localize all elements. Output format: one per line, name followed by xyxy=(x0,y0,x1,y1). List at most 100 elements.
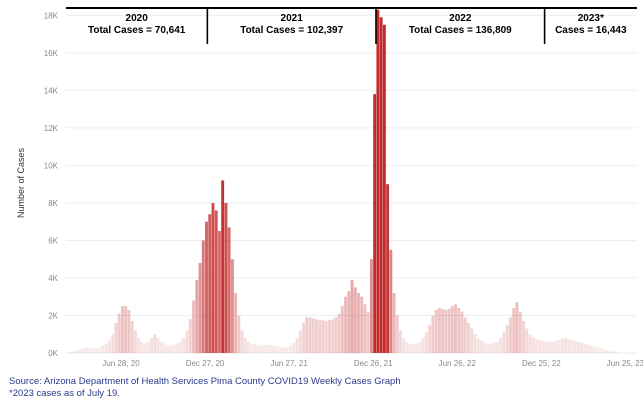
week-bar xyxy=(609,350,613,353)
week-bar xyxy=(363,304,367,353)
week-bar xyxy=(554,340,558,353)
x-axis-tick-labels: Jun 28, 20 Dec 27, 20 Jun 27, 21 Dec 26, 21… xyxy=(102,359,643,368)
week-bar xyxy=(502,332,506,353)
week-bar xyxy=(470,328,474,353)
week-bar xyxy=(318,320,322,353)
week-bar xyxy=(227,227,231,353)
week-bar xyxy=(463,317,467,353)
week-bar xyxy=(82,348,86,353)
week-bar xyxy=(130,321,134,353)
week-bar xyxy=(376,9,380,353)
week-bar xyxy=(492,342,496,353)
week-bar xyxy=(315,319,318,353)
week-bar xyxy=(150,337,153,353)
week-bar xyxy=(437,307,441,353)
week-bar xyxy=(489,343,493,353)
week-bar xyxy=(334,317,338,353)
week-bar xyxy=(104,343,108,353)
weekly-case-bars xyxy=(69,9,619,353)
week-bar xyxy=(353,287,357,353)
week-bar xyxy=(551,341,554,353)
footnote-2023: *2023 cases as of July 19. xyxy=(9,388,120,399)
week-bar xyxy=(596,347,600,353)
panel-total: Total Cases = 70,641 xyxy=(88,25,186,36)
week-bar xyxy=(91,348,95,353)
week-bar xyxy=(457,307,461,353)
week-bar xyxy=(547,341,551,353)
week-bar xyxy=(169,345,173,353)
week-bar xyxy=(250,343,254,353)
week-bar xyxy=(331,319,335,353)
week-bar xyxy=(295,337,299,353)
week-bar xyxy=(221,180,225,353)
x-tick-label: Jun 26, 22 xyxy=(439,359,477,368)
week-bar xyxy=(612,351,616,353)
week-bar xyxy=(424,332,428,353)
week-bar xyxy=(156,337,160,353)
week-bar xyxy=(402,337,406,353)
panel-total: Total Cases = 136,809 xyxy=(409,25,512,36)
week-bar xyxy=(188,319,192,353)
week-bar xyxy=(292,342,296,353)
week-bar xyxy=(505,324,509,353)
week-bar xyxy=(473,334,477,353)
week-bar xyxy=(279,347,283,353)
week-bar xyxy=(269,345,273,353)
week-bar xyxy=(69,352,73,353)
week-bar xyxy=(382,24,386,353)
week-bar xyxy=(408,343,412,353)
y-tick-label: 8K xyxy=(48,199,58,208)
week-bar xyxy=(289,345,293,353)
panel-year: 2020 xyxy=(126,13,149,24)
week-bar xyxy=(405,341,409,353)
week-bar xyxy=(589,345,593,353)
week-bar xyxy=(205,221,208,353)
week-bar xyxy=(399,330,402,353)
panel-total: Total Cases = 102,397 xyxy=(240,25,343,36)
week-bar xyxy=(198,262,202,353)
week-bar xyxy=(108,339,111,353)
week-bar xyxy=(415,343,419,353)
y-tick-label: 10K xyxy=(44,161,59,170)
week-bar xyxy=(175,343,179,353)
week-bar xyxy=(127,309,131,353)
week-bar xyxy=(499,337,503,353)
week-bar xyxy=(373,94,377,353)
week-bar xyxy=(337,313,341,353)
week-bar xyxy=(593,346,597,353)
week-bar xyxy=(431,315,435,353)
week-bar xyxy=(357,292,360,353)
week-bar xyxy=(120,306,124,353)
week-bar xyxy=(243,337,247,353)
week-bar xyxy=(528,334,532,353)
week-bar xyxy=(586,344,590,353)
y-axis-title: Number of Cases xyxy=(16,147,26,218)
week-bar xyxy=(509,317,512,353)
y-axis-tick-labels: 0K 2K 4K 6K 8K 10K 12K 14K 16K 18K xyxy=(44,11,59,358)
week-bar xyxy=(114,322,118,353)
week-bar xyxy=(260,345,263,353)
week-bar xyxy=(256,345,260,353)
week-bar xyxy=(573,340,577,353)
week-bar xyxy=(444,309,448,353)
week-bar xyxy=(321,320,325,353)
week-bar xyxy=(285,347,289,353)
x-tick-label: Jun 25, 23 xyxy=(607,359,643,368)
source-note: Source: Arizona Department of Health Ser… xyxy=(9,376,401,387)
week-bar xyxy=(531,337,535,353)
week-bar xyxy=(324,321,328,353)
week-bar xyxy=(428,324,432,353)
week-bar xyxy=(327,320,331,353)
week-bar xyxy=(340,306,344,353)
week-bar xyxy=(95,348,99,353)
panel-year: 2022 xyxy=(449,13,472,24)
week-bar xyxy=(515,302,519,353)
week-bar xyxy=(583,343,587,353)
week-bar xyxy=(230,259,234,353)
week-bar xyxy=(185,330,189,353)
week-bar xyxy=(282,347,286,353)
week-bar xyxy=(124,306,128,353)
week-bar xyxy=(85,347,89,353)
